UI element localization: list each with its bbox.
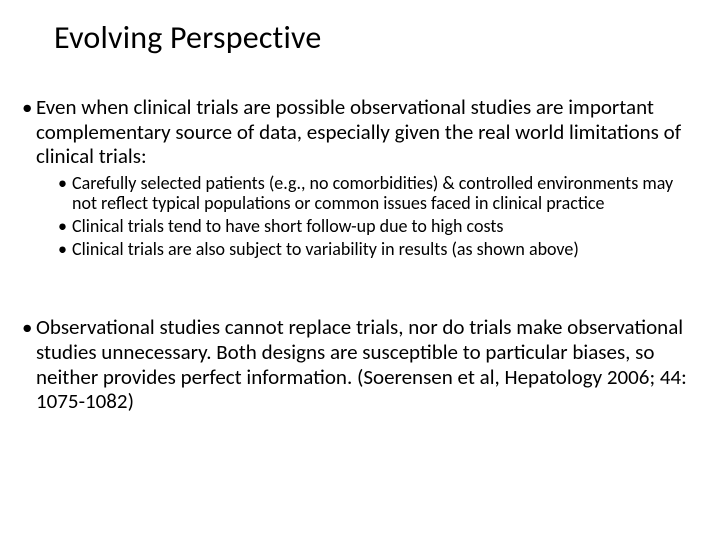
- sub-bullet-list: Carefully selected patients (e.g., no co…: [36, 173, 700, 260]
- sub-bullet-text: Clinical trials are also subject to vari…: [72, 238, 579, 260]
- bullet-item: Observational studies cannot replace tri…: [22, 315, 700, 413]
- slide-title: Evolving Perspective: [54, 18, 700, 57]
- spacer: [20, 267, 700, 315]
- sub-bullet-text: Clinical trials tend to have short follo…: [72, 215, 503, 237]
- bullet-text: Observational studies cannot replace tri…: [36, 314, 687, 414]
- bullet-list: Observational studies cannot replace tri…: [20, 315, 700, 413]
- bullet-list: Even when clinical trials are possible o…: [20, 95, 700, 259]
- bullet-text: Even when clinical trials are possible o…: [36, 94, 681, 169]
- bullet-item: Even when clinical trials are possible o…: [22, 95, 700, 259]
- sub-bullet-text: Carefully selected patients (e.g., no co…: [72, 172, 673, 215]
- sub-bullet-item: Clinical trials tend to have short follo…: [58, 216, 700, 237]
- sub-bullet-item: Clinical trials are also subject to vari…: [58, 239, 700, 260]
- slide: Evolving Perspective Even when clinical …: [0, 0, 720, 540]
- sub-bullet-item: Carefully selected patients (e.g., no co…: [58, 173, 700, 214]
